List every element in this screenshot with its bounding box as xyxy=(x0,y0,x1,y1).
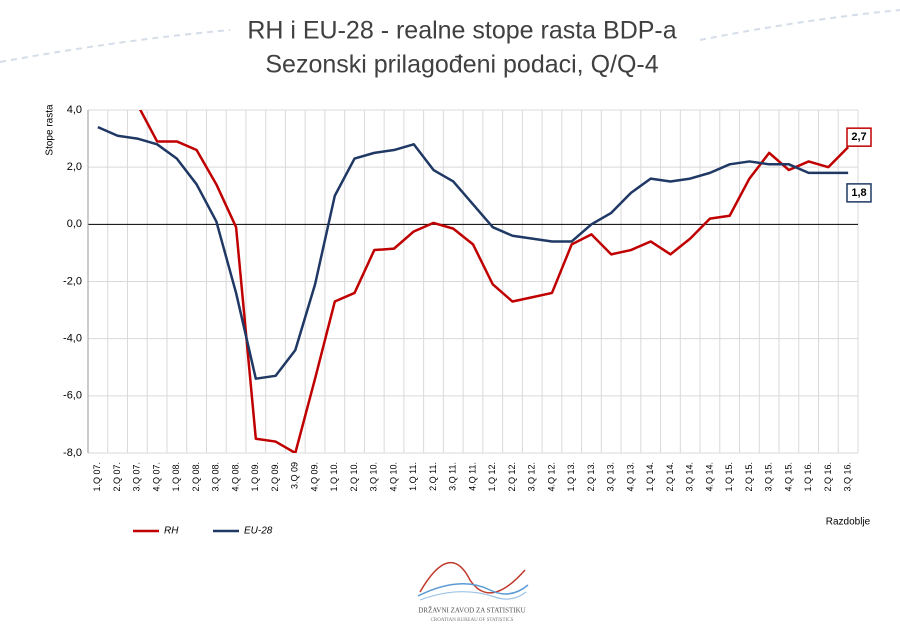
y-axis-label: Stope rasta xyxy=(45,104,56,156)
x-tick-label: 2.Q 10. xyxy=(349,462,359,492)
x-tick-label: 4.Q 13. xyxy=(625,462,635,492)
value-label-box xyxy=(846,127,872,147)
x-tick-label: 1.Q 12. xyxy=(487,462,497,492)
y-tick-label: 0,0 xyxy=(67,218,82,230)
decoration xyxy=(0,29,231,63)
chart-title: RH i EU-28 - realne stope rasta BDP-a xyxy=(247,17,676,45)
x-tick-label: 3.Q 09 xyxy=(290,462,300,489)
x-tick-label: 1.Q 15. xyxy=(724,462,734,492)
x-tick-label: 1.Q 16. xyxy=(803,462,813,492)
logo-name-en: CROATIAN BUREAU OF STATISTICS xyxy=(431,618,514,623)
x-tick-label: 2.Q 13. xyxy=(586,462,596,492)
x-tick-label: 4.Q 14. xyxy=(704,462,714,492)
x-tick-label: 3.Q 13. xyxy=(606,462,616,492)
x-tick-label: 4.Q 08. xyxy=(230,462,240,492)
value-label: 1,8 xyxy=(851,187,866,199)
x-tick-label: 3.Q 14. xyxy=(685,462,695,492)
x-tick-label: 2.Q 08. xyxy=(191,462,201,492)
y-tick-label: -4,0 xyxy=(63,333,82,345)
x-tick-label: 2.Q 16. xyxy=(823,462,833,492)
y-tick-label: -8,0 xyxy=(63,447,82,459)
x-tick-label: 4.Q 15. xyxy=(783,462,793,492)
x-axis-label: Razdoblje xyxy=(826,517,871,528)
logo-name: DRŽAVNI ZAVOD ZA STATISTIKU xyxy=(418,607,526,615)
chart-subtitle: Sezonski prilagođeni podaci, Q/Q-4 xyxy=(265,51,658,79)
y-tick-label: 4,0 xyxy=(67,104,82,116)
value-label-box xyxy=(846,183,872,203)
x-tick-label: 1.Q 08. xyxy=(171,462,181,492)
series-line xyxy=(138,110,850,453)
x-tick-label: 3.Q 15. xyxy=(764,462,774,492)
x-tick-label: 3.Q 10. xyxy=(369,462,379,492)
x-tick-label: 4.Q 09. xyxy=(309,462,319,492)
x-tick-label: 2.Q 07. xyxy=(112,462,122,492)
legend-label: RH xyxy=(164,526,179,537)
x-tick-label: 2.Q 15. xyxy=(744,462,754,492)
y-tick-label: -2,0 xyxy=(63,275,82,287)
x-tick-label: 1.Q 14. xyxy=(645,462,655,492)
x-tick-label: 2.Q 14. xyxy=(665,462,675,492)
x-tick-label: 1.Q 09. xyxy=(250,462,260,492)
plot-area xyxy=(97,110,850,453)
legend-label: EU-28 xyxy=(244,526,273,537)
x-tick-label: 2.Q 09. xyxy=(270,462,280,492)
x-tick-label: 4.Q 11. xyxy=(467,462,477,491)
x-tick-label: 3.Q 07. xyxy=(132,462,142,492)
value-label: 2,7 xyxy=(851,131,866,143)
x-tick-label: 2.Q 12. xyxy=(507,462,517,492)
logo: DRŽAVNI ZAVOD ZA STATISTIKU CROATIAN BUR… xyxy=(417,561,529,623)
x-tick-label: 3.Q 11. xyxy=(448,462,458,491)
x-tick-label: 4.Q 07. xyxy=(151,462,161,492)
x-tick-label: 1.Q 07. xyxy=(92,462,102,492)
decoration xyxy=(699,9,900,41)
x-tick-label: 1.Q 13. xyxy=(566,462,576,492)
x-tick-label: 3.Q 16. xyxy=(843,462,853,492)
y-tick-label: 2,0 xyxy=(67,161,82,173)
x-tick-label: 1.Q 11. xyxy=(408,462,418,491)
x-tick-label: 4.Q 12. xyxy=(546,462,556,492)
x-tick-label: 1.Q 10. xyxy=(329,462,339,492)
x-tick-label: 2.Q 11. xyxy=(428,462,438,491)
y-tick-label: -6,0 xyxy=(63,390,82,402)
x-tick-label: 3.Q 12. xyxy=(527,462,537,492)
series-line xyxy=(97,126,849,380)
x-tick-label: 4.Q 10. xyxy=(388,462,398,492)
x-tick-label: 3.Q 08. xyxy=(211,462,221,492)
